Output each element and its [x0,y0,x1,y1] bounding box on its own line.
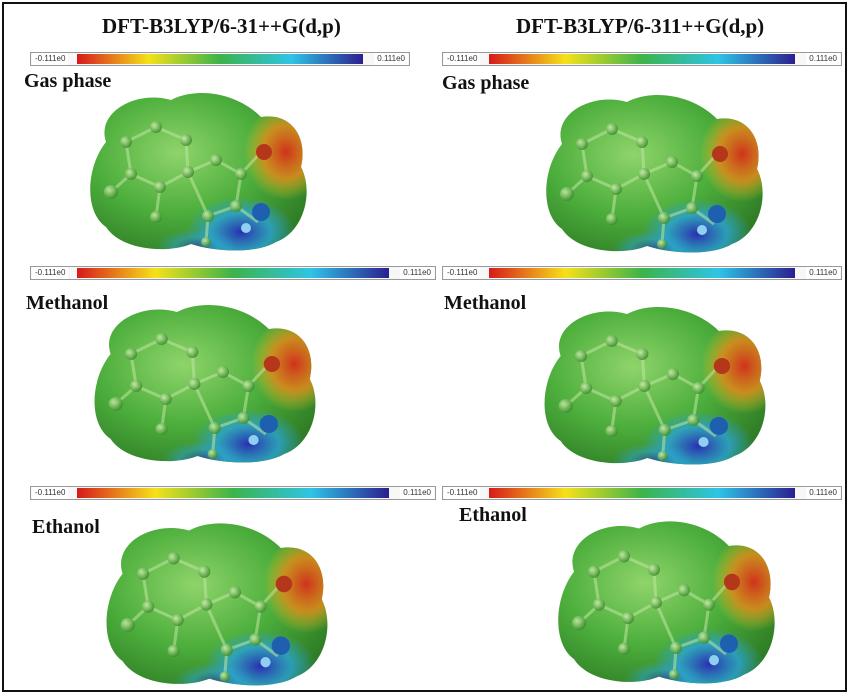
scale-gradient [489,268,795,278]
color-scale-bar: -0.111e0 0.111e0 [30,266,436,280]
color-scale-bar: -0.111e0 0.111e0 [30,486,436,500]
column-title-right: DFT-B3LYP/6-311++G(d,p) [516,14,765,38]
scale-min-label: -0.111e0 [444,53,481,65]
color-scale-bar: -0.111e0 0.111e0 [442,486,842,500]
phase-label: Ethanol [459,504,527,526]
color-scale-bar: -0.111e0 0.111e0 [442,266,842,280]
scale-gradient [489,54,795,64]
scale-max-label: 0.111e0 [806,487,840,499]
esp-molecule-surface [94,305,316,463]
esp-molecule-surface [106,523,328,686]
esp-molecule-surface [558,521,775,684]
scale-max-label: 0.111e0 [374,53,408,65]
scale-gradient [77,54,363,64]
scale-min-label: -0.111e0 [444,267,481,279]
color-scale-bar: -0.111e0 0.111e0 [30,52,410,66]
phase-label: Methanol [26,292,109,314]
scale-max-label: 0.111e0 [806,267,840,279]
phase-label: Ethanol [32,516,100,538]
scale-max-label: 0.111e0 [806,53,840,65]
phase-label: Gas phase [442,72,530,94]
phase-label: Methanol [444,292,527,314]
esp-molecule-surface [546,95,763,253]
scale-gradient [77,488,389,498]
scale-max-label: 0.111e0 [400,487,434,499]
scale-max-label: 0.111e0 [400,267,434,279]
scale-min-label: -0.111e0 [32,487,69,499]
column-title-left: DFT-B3LYP/6-31++G(d,p) [102,14,341,38]
color-scale-bar: -0.111e0 0.111e0 [442,52,842,66]
scale-gradient [489,488,795,498]
phase-label: Gas phase [24,70,112,92]
scale-min-label: -0.111e0 [32,267,69,279]
scale-min-label: -0.111e0 [32,53,69,65]
scale-min-label: -0.111e0 [444,487,481,499]
esp-molecule-surface [544,307,766,465]
esp-molecule-surface [90,93,307,251]
scale-gradient [77,268,389,278]
